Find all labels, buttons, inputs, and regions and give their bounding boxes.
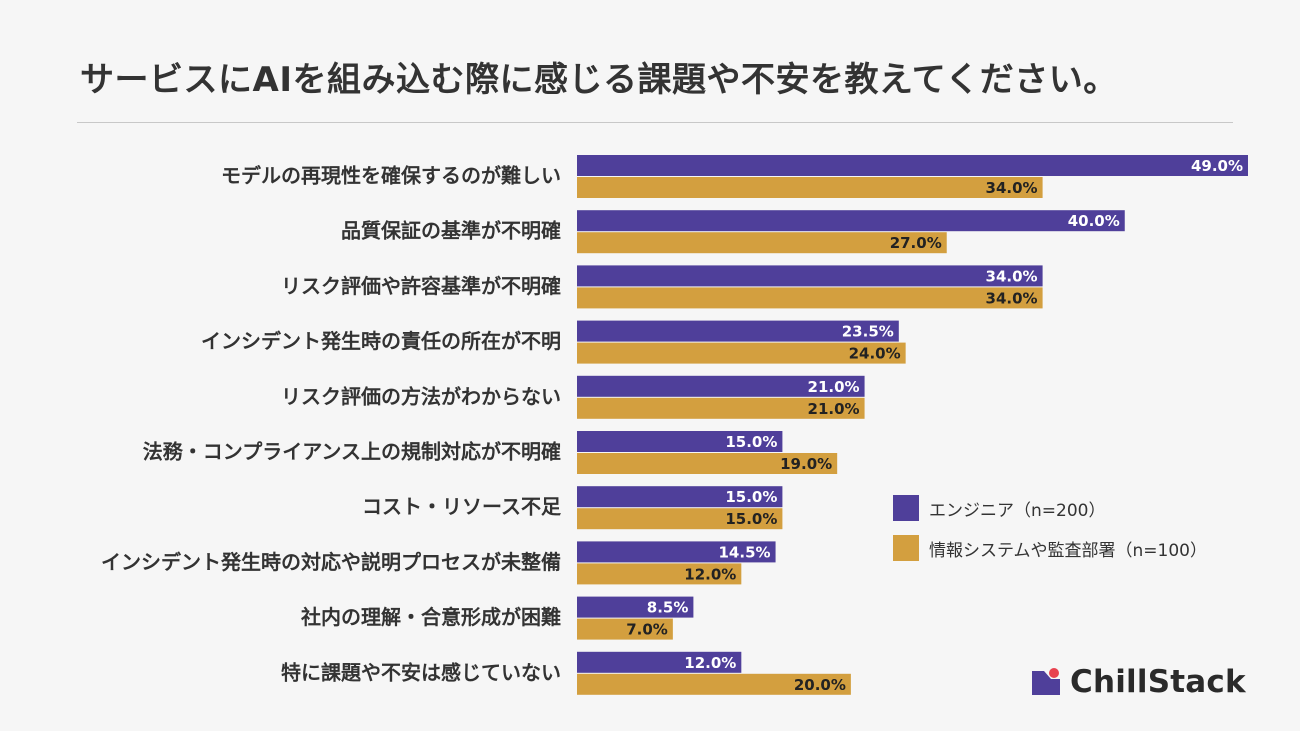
category-label: モデルの再現性を確保するのが難しい — [221, 164, 561, 188]
category-label: 法務・コンプライアンス上の規制対応が不明確 — [143, 440, 561, 464]
data-label: 20.0% — [794, 676, 846, 694]
bar-engineer — [577, 431, 783, 452]
brand-logo: ChillStack — [1030, 664, 1246, 700]
legend: エンジニア（n=200） 情報システムや監査部署（n=100） — [893, 494, 1207, 574]
bar-engineer — [577, 651, 742, 673]
bar-infosys — [577, 508, 783, 530]
bar-engineer — [577, 210, 1125, 232]
bar-infosys — [577, 453, 838, 474]
bar-engineer — [577, 541, 776, 563]
data-label: 7.0% — [626, 621, 668, 639]
data-label: 24.0% — [849, 345, 901, 363]
bar-infosys — [577, 618, 673, 640]
category-label: コスト・リソース不足 — [362, 495, 562, 519]
data-label: 49.0% — [1191, 157, 1243, 175]
data-label: 40.0% — [1068, 212, 1120, 230]
data-label: 21.0% — [808, 400, 860, 418]
bar-engineer — [577, 320, 899, 342]
category-label: インシデント発生時の責任の所在が不明 — [201, 329, 561, 353]
legend-item-engineer: エンジニア（n=200） — [893, 494, 1207, 522]
data-label: 19.0% — [780, 455, 832, 473]
data-label: 15.0% — [725, 433, 777, 451]
legend-label-infosys: 情報システムや監査部署（n=100） — [929, 540, 1207, 561]
bar-engineer — [577, 155, 1248, 176]
category-label: 特に課題や不安は感じていない — [281, 660, 561, 684]
bar-engineer — [577, 375, 865, 397]
data-label: 27.0% — [890, 234, 942, 252]
data-label: 12.0% — [684, 565, 736, 583]
bar-infosys — [577, 287, 1043, 309]
chart-title: サービスにAIを組み込む際に感じる課題や不安を教えてください。 — [80, 60, 1118, 100]
category-label: 社内の理解・合意形成が困難 — [300, 605, 561, 629]
data-label: 12.0% — [684, 654, 736, 672]
data-label: 34.0% — [986, 179, 1038, 197]
data-label: 14.5% — [719, 543, 771, 561]
brand-name: ChillStack — [1070, 664, 1246, 700]
legend-swatch-engineer — [893, 495, 919, 521]
bar-engineer — [577, 596, 694, 618]
bar-engineer — [577, 265, 1043, 287]
category-label: 品質保証の基準が不明確 — [341, 219, 561, 243]
legend-swatch-infosys — [893, 535, 919, 561]
category-label: リスク評価や許容基準が不明確 — [281, 274, 561, 298]
data-label: 8.5% — [647, 599, 689, 617]
bar-infosys — [577, 342, 906, 364]
title-divider — [77, 122, 1233, 123]
bar-infosys — [577, 563, 742, 585]
category-label: インシデント発生時の対応や説明プロセスが未整備 — [101, 550, 561, 574]
data-label: 21.0% — [808, 378, 860, 396]
data-label: 23.5% — [842, 323, 894, 341]
bar-infosys — [577, 397, 865, 419]
data-label: 34.0% — [986, 267, 1038, 285]
bar-infosys — [577, 673, 851, 695]
chillstack-logo-icon — [1032, 668, 1060, 695]
bar-infosys — [577, 232, 947, 254]
bar-infosys — [577, 177, 1043, 198]
bar-engineer — [577, 486, 783, 508]
legend-item-infosys: 情報システムや監査部署（n=100） — [893, 534, 1207, 562]
legend-label-engineer: エンジニア（n=200） — [929, 500, 1106, 521]
data-label: 15.0% — [725, 488, 777, 506]
data-label: 34.0% — [986, 289, 1038, 307]
category-label: リスク評価の方法がわからない — [281, 384, 561, 408]
data-label: 15.0% — [725, 510, 777, 528]
